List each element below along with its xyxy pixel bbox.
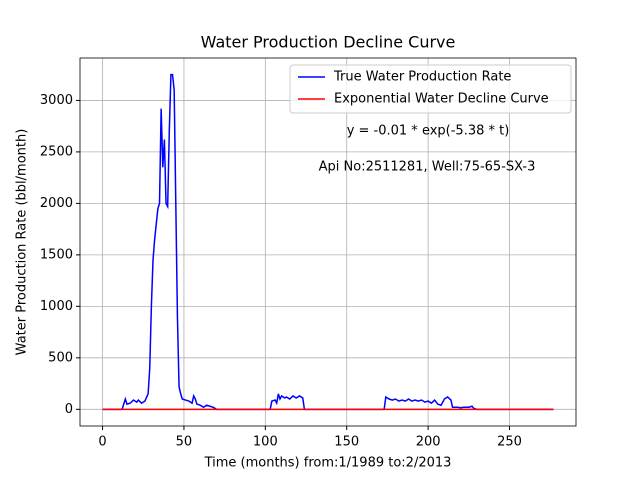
x-tick-label: 0 [98,435,106,450]
y-tick-label: 2000 [40,196,73,211]
annotation: y = -0.01 * exp(-5.38 * t) [347,124,510,139]
legend-box [289,64,572,114]
y-tick-label: 500 [48,350,73,365]
x-tick-label: 150 [334,435,359,450]
y-tick-label: 3000 [40,93,73,108]
y-tick-label: 1000 [40,299,73,314]
series-line [102,73,554,411]
legend-label: True Water Production Rate [333,70,511,85]
y-axis-label: Water Production Rate (bbl/month) [15,129,30,356]
x-tick-label: 200 [416,435,441,450]
plot-frame [79,57,577,427]
x-tick-label: 250 [497,435,522,450]
y-tick-label: 1500 [40,247,73,262]
x-tick-label: 50 [176,435,193,450]
x-tick-label: 100 [253,435,278,450]
y-tick-label: 2500 [40,144,73,159]
legend-label: Exponential Water Decline Curve [334,92,549,107]
chart-title: Water Production Decline Curve [201,33,456,52]
annotation: Api No:2511281, Well:75-65-SX-3 [319,160,536,175]
y-tick-label: 0 [65,402,73,417]
x-axis-label: Time (months) from:1/1989 to:2/2013 [204,456,452,471]
